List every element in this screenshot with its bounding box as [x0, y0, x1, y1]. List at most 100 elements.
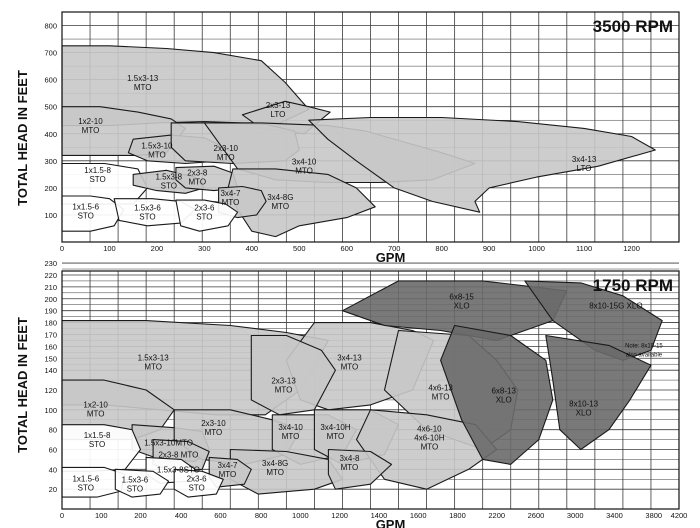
y-tick-label-1750-1: 40 — [49, 465, 57, 474]
region-label-1750-2-0: 2x3-13 — [271, 377, 296, 386]
x-tick-label-1750-13: 3000 — [567, 511, 584, 520]
x-tick-label-1750-16: 4200 — [671, 511, 688, 520]
region-label-1750-8-1: MTO — [327, 432, 345, 441]
x-tick-label-1750-1: 100 — [95, 511, 108, 520]
x-tick-label-1750-8: 1400 — [371, 511, 388, 520]
region-label-1750-16-1: STO — [78, 484, 94, 493]
region-label-3500-11-1: MTO — [222, 198, 240, 207]
region-label-3500-6-1: LTO — [577, 164, 592, 173]
region-label-1750-15-1: MTO — [219, 470, 237, 479]
y-tick-label-3500-6: 700 — [44, 49, 57, 58]
y-tick-label-1750-15: 230 — [44, 259, 57, 268]
region-1750-17 — [114, 468, 170, 498]
region-label-1750-9-0: 4x6-10 — [417, 425, 442, 434]
region-label-1750-5-0: 1.5x3-10MTO — [144, 439, 193, 448]
x-tick-label-3500-2: 200 — [151, 244, 164, 253]
region-label-1750-8-0: 3x4-10H — [320, 423, 350, 432]
x-tick-label-3500-0: 0 — [60, 244, 64, 253]
region-label-1750-11-1: MTO — [341, 463, 359, 472]
x-tick-label-3500-4: 400 — [246, 244, 259, 253]
region-label-3500-4-1: MTO — [217, 153, 235, 162]
x-tick-label-1750-3: 400 — [175, 511, 188, 520]
y-tick-label-1750-7: 150 — [44, 354, 57, 363]
region-label-3500-11-0: 3x4-7 — [220, 189, 241, 198]
y-tick-label-3500-7: 800 — [44, 22, 57, 31]
region-label-1750-0-0: 1.5x3-13 — [138, 354, 170, 363]
region-label-1750-4-0: 1x2-10 — [83, 400, 108, 409]
x-tick-label-1750-14: 3400 — [606, 511, 623, 520]
y-tick-label-1750-8: 160 — [44, 342, 57, 351]
x-tick-label-3500-1: 100 — [103, 244, 116, 253]
x-tick-label-1750-5: 800 — [255, 511, 268, 520]
region-label-3500-2-0: 1x2-10 — [78, 117, 103, 126]
region-label-3500-14-1: STO — [196, 213, 212, 222]
region-1750-20 — [524, 280, 663, 361]
x-tick-label-1750-9: 1600 — [410, 511, 427, 520]
y-tick-label-3500-1: 200 — [44, 184, 57, 193]
x-tick-label-1750-10: 1800 — [449, 511, 466, 520]
region-label-1750-3-1: MTO — [432, 392, 450, 401]
x-tick-label-1750-4: 600 — [214, 511, 227, 520]
region-label-3500-13-1: STO — [139, 213, 155, 222]
region-label-1750-15-0: 3x4-7 — [217, 461, 238, 470]
region-label-3500-12-0: 1x1.5-6 — [72, 202, 99, 211]
region-label-3500-9-1: MTO — [188, 178, 206, 187]
region-label-1750-16-0: 1x1.5-6 — [72, 475, 99, 484]
region-label-1750-19-0: 6x8-15 — [449, 292, 474, 301]
y-tick-label-1750-5: 120 — [44, 386, 57, 395]
region-label-1750-7-0: 3x4-10 — [278, 423, 303, 432]
region-label-3500-3-1: MTO — [148, 151, 166, 160]
region-label-1750-0-1: MTO — [144, 363, 162, 372]
region-label-3500-2-1: MTO — [82, 126, 100, 135]
y-tick-label-1750-14: 220 — [44, 271, 57, 280]
y-tick-label-1750-2: 60 — [49, 446, 57, 455]
region-label-3500-5-0: 3x4-10 — [292, 158, 317, 167]
region-label-1750-3-0: 4x6-13 — [428, 383, 453, 392]
x-axis-title-3500: GPM — [376, 250, 406, 265]
region-label-1750-1-1: MTO — [341, 363, 359, 372]
region-label-1750-21-1: XLO — [496, 395, 512, 404]
y-tick-label-1750-0: 20 — [49, 485, 57, 494]
y-tick-label-3500-3: 400 — [44, 130, 57, 139]
x-tick-label-1750-12: 2600 — [528, 511, 545, 520]
chart-title-3500: 3500 RPM — [593, 17, 673, 36]
x-tick-label-1750-0: 0 — [60, 511, 64, 520]
region-label-1750-13-0: 2x3-8 MTO — [158, 450, 198, 459]
region-label-1750-12-1: STO — [89, 440, 105, 449]
y-tick-label-1750-4: 100 — [44, 406, 57, 415]
region-label-1750-17-1: STO — [127, 485, 143, 494]
y-axis-title-top: TOTAL HEAD IN FEET — [15, 70, 30, 206]
axis-ticks-3500: 100 200 300 400 500 600 700 800 0 100 200 300 400 500… — [44, 22, 639, 253]
region-label-3500-10-0: 3x4-8G — [267, 193, 293, 202]
region-label-3500-5-1: MTO — [295, 167, 313, 176]
region-labels-3500: 1.5x3-13MTO2x3-13LTO1x2-10MTO1.5x3-10MTO… — [72, 74, 596, 222]
y-tick-label-3500-5: 600 — [44, 76, 57, 85]
y-tick-label-1750-10: 180 — [44, 319, 57, 328]
annotation-1750-1: also available — [626, 352, 663, 358]
x-tick-label-3500-11: 1100 — [576, 244, 592, 253]
region-label-3500-6-0: 3x4-13 — [572, 155, 597, 164]
y-tick-label-3500-0: 100 — [44, 211, 57, 220]
annotation-1750-0: Note: 8x10-15 — [625, 343, 663, 349]
region-label-1750-2-1: MTO — [275, 386, 293, 395]
region-label-3500-14-0: 2x3-6 — [194, 204, 215, 213]
region-label-1750-1-0: 3x4-13 — [337, 354, 362, 363]
region-label-1750-7-1: MTO — [282, 432, 300, 441]
region-label-3500-7-1: STO — [89, 175, 105, 184]
x-tick-label-1750-15: 3800 — [645, 511, 662, 520]
region-label-1750-10-1: MTO — [266, 468, 284, 477]
regions-3500 — [61, 45, 656, 238]
plot-frame-3500 — [61, 11, 680, 243]
region-3500-14 — [175, 199, 239, 232]
region-label-1750-18-0: 2x3-6 — [187, 475, 208, 484]
x-tick-label-1750-6: 1000 — [292, 511, 309, 520]
region-label-3500-1-1: LTO — [271, 110, 286, 119]
region-1750-2 — [250, 334, 336, 416]
region-1750-21 — [440, 324, 554, 465]
y-axis-title-bottom: TOTAL HEAD IN FEET — [15, 317, 30, 453]
region-label-1750-6-1: MTO — [205, 428, 223, 437]
region-label-1750-19-1: XLO — [454, 301, 470, 310]
